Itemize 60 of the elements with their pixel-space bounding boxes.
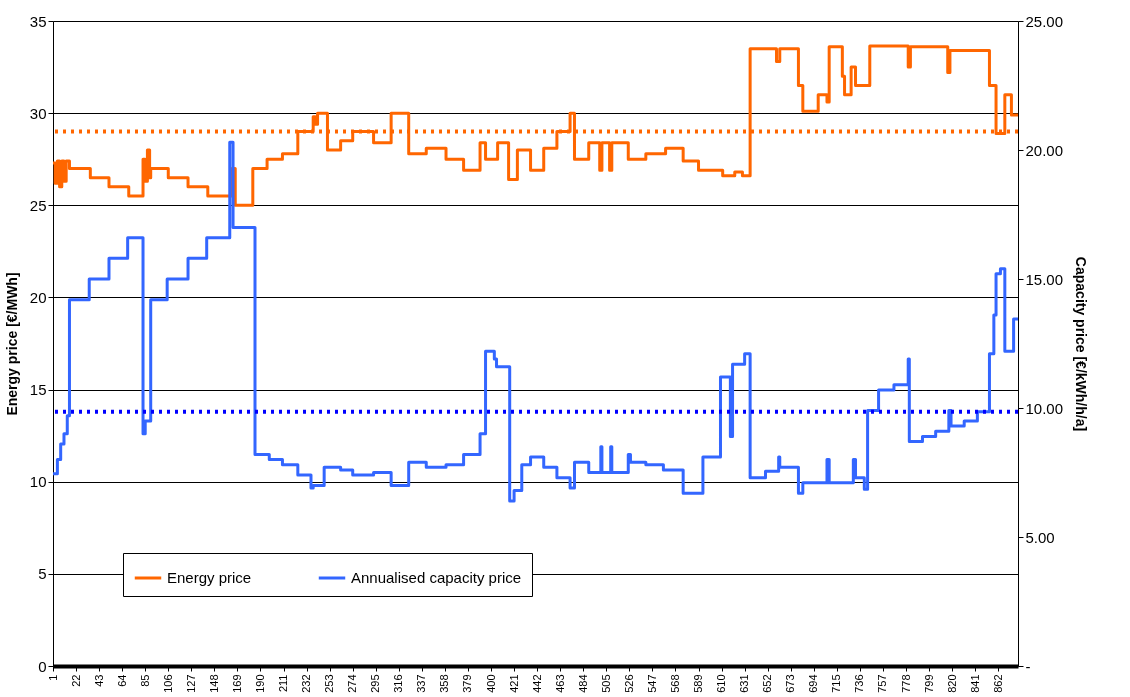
x-tick-label: 862 [991, 674, 1004, 693]
x-tick-label: 841 [968, 674, 981, 693]
x-tick-label: 22 [69, 674, 82, 687]
y-tick-label: 5 [38, 565, 47, 583]
x-tick-label: 190 [253, 674, 266, 693]
y-tick-label: 25 [29, 196, 47, 214]
x-tick-label: 652 [761, 674, 774, 693]
y2-tick-label: 20.00 [1025, 141, 1064, 159]
y-tick-label: 35 [29, 12, 47, 30]
x-tick-label: 610 [715, 674, 728, 693]
x-tick-label: 253 [323, 674, 336, 693]
y-axis-title: Energy price [€/MWh] [3, 272, 20, 416]
x-tick-label: 274 [346, 674, 359, 693]
legend-label: Annualised capacity price [351, 569, 522, 586]
x-tick-label: 106 [161, 674, 174, 693]
x-tick-label: 358 [438, 674, 451, 693]
y2-tick-label: 25.00 [1025, 12, 1064, 30]
y2-tick-label: 15.00 [1025, 270, 1064, 288]
x-tick-label: 820 [945, 674, 958, 693]
x-tick-label: 421 [507, 674, 520, 693]
y-tick-label: 20 [29, 288, 47, 306]
x-tick-label: 673 [784, 674, 797, 693]
x-tick-label: 442 [530, 674, 543, 693]
y2-tick-label: 10.00 [1025, 399, 1064, 417]
x-tick-label: 295 [369, 674, 382, 693]
y2-axis-title: Capacity price [€/kWh/h/a] [1073, 256, 1090, 432]
x-tick-label: 484 [576, 674, 589, 693]
x-tick-label: 127 [184, 674, 197, 693]
x-tick-label: 400 [484, 674, 497, 693]
x-tick-label: 316 [392, 674, 405, 693]
x-tick-label: 148 [207, 674, 220, 693]
legend-label: Energy price [167, 569, 252, 586]
x-tick-label: 211 [277, 674, 290, 693]
y-tick-label: 10 [29, 473, 47, 491]
y-tick-label: 15 [29, 381, 47, 399]
x-tick-label: 589 [692, 674, 705, 693]
x-tick-label: 757 [876, 674, 889, 693]
y-tick-label: 30 [29, 104, 47, 122]
x-tick-label: 232 [300, 674, 313, 693]
x-tick-label: 736 [853, 674, 866, 693]
x-tick-label: 526 [622, 674, 635, 693]
x-tick-label: 337 [415, 674, 428, 693]
y2-tick-label: 5.00 [1025, 528, 1055, 546]
x-tick-label: 169 [230, 674, 243, 693]
x-tick-label: 778 [899, 674, 912, 693]
x-tick-label: 547 [645, 674, 658, 693]
x-tick-label: 43 [92, 674, 105, 687]
x-tick-label: 568 [668, 674, 681, 693]
y-tick-label: 0 [38, 657, 47, 675]
x-tick-label: 694 [807, 674, 820, 693]
x-tick-label: 85 [138, 674, 151, 687]
x-tick-label: 631 [738, 674, 751, 693]
x-tick-label: 715 [830, 674, 843, 693]
y2-tick-label: - [1025, 657, 1031, 675]
x-tick-label: 463 [553, 674, 566, 693]
x-tick-label: 64 [115, 674, 128, 687]
x-tick-label: 505 [599, 674, 612, 693]
x-tick-label: 799 [922, 674, 935, 693]
x-tick-label: 1 [46, 674, 59, 681]
x-tick-label: 379 [461, 674, 474, 693]
